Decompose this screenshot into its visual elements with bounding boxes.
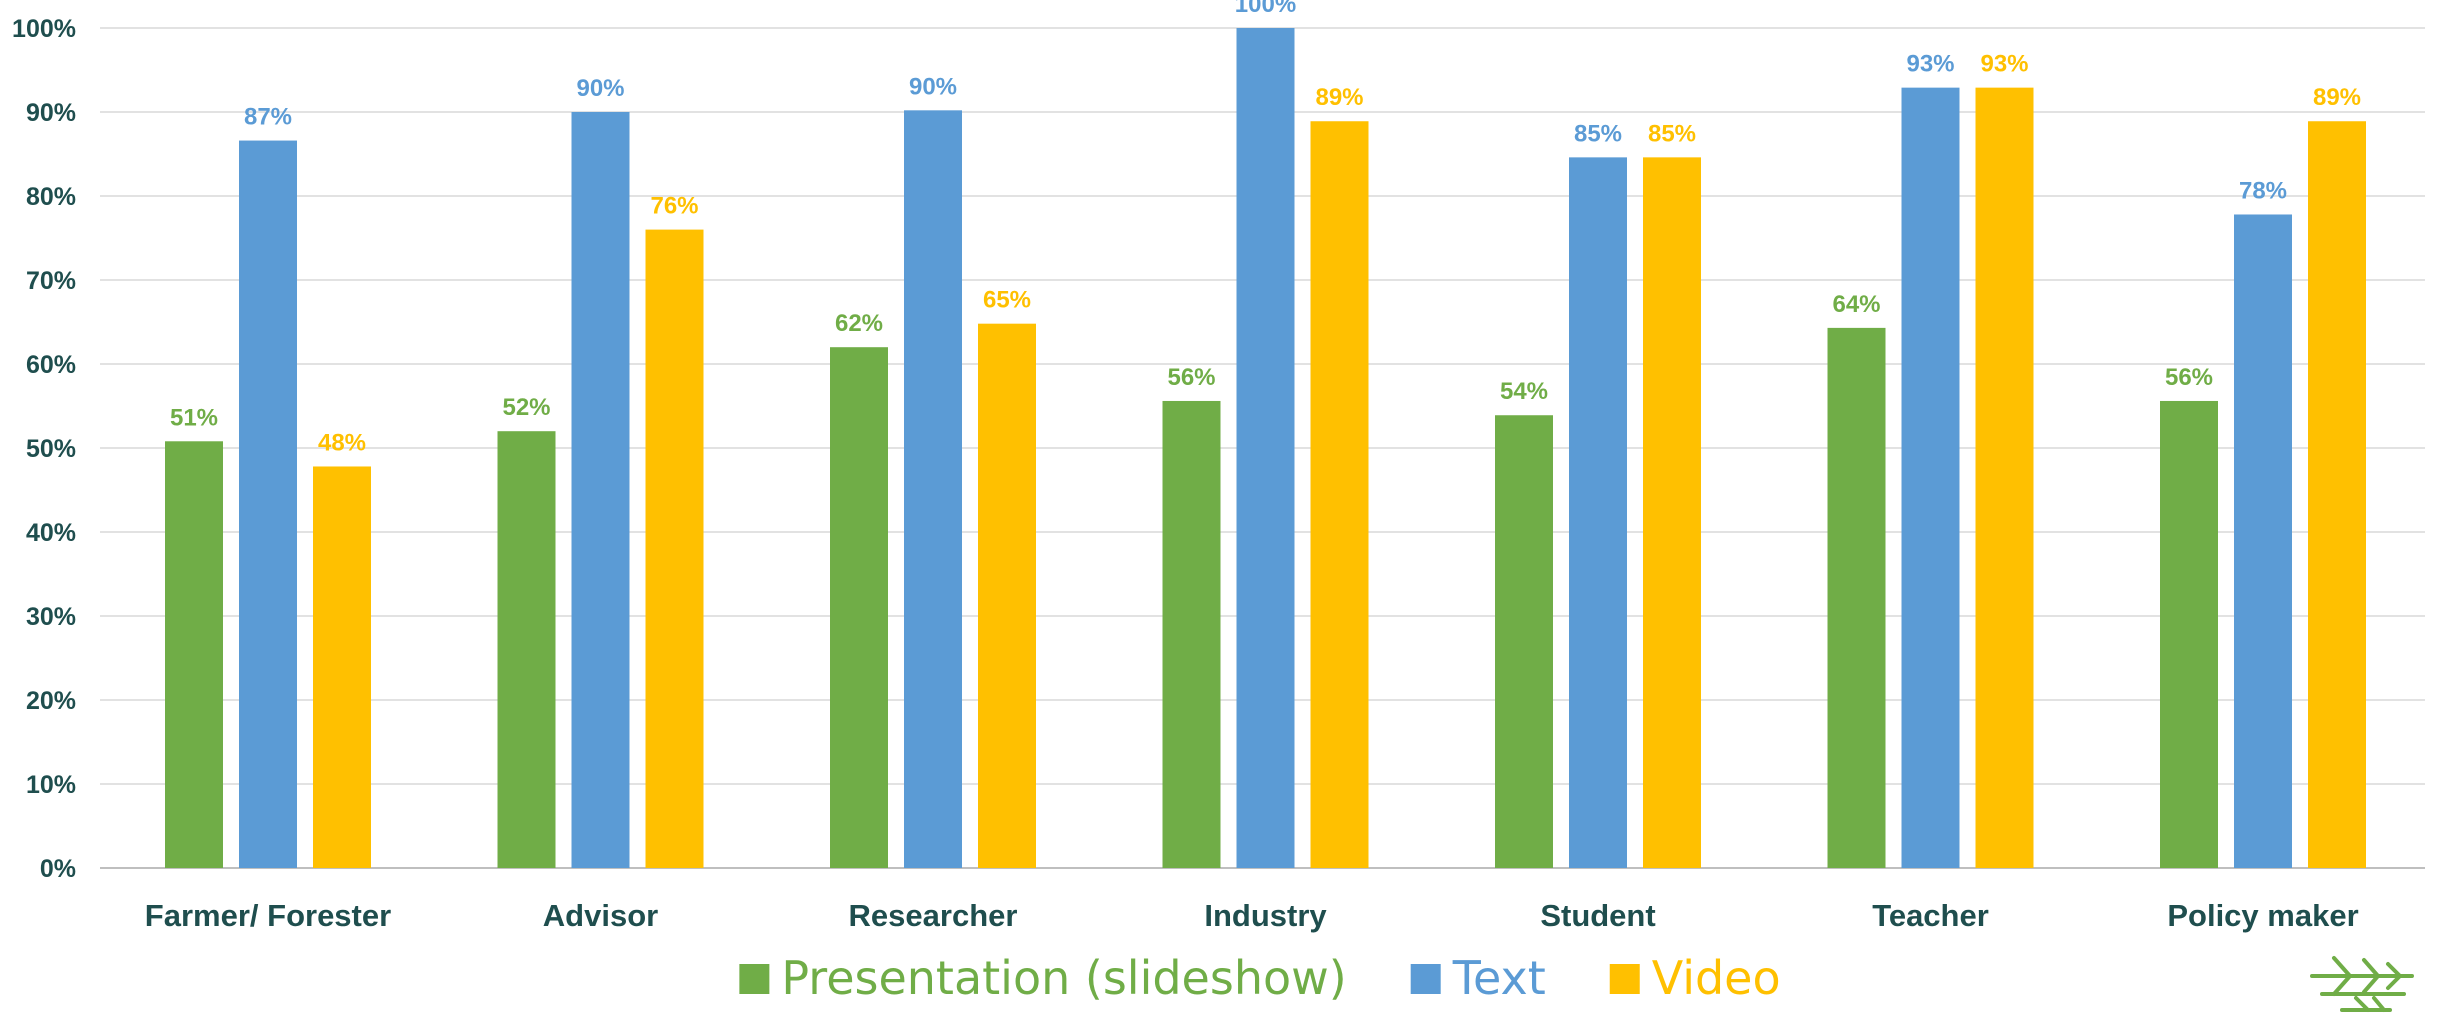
x-tick-label: Advisor [543,898,658,933]
data-label: 76% [650,193,698,220]
bar [1901,87,1960,868]
bar [978,323,1036,868]
legend-label: Text [1452,951,1546,1005]
y-tick-label: 80% [26,183,76,211]
y-tick-label: 60% [26,351,76,379]
data-label: 89% [1315,84,1363,111]
data-label: 85% [1574,120,1622,147]
bar [1236,28,1295,868]
bar [1975,87,2034,868]
x-tick-label: Industry [1204,898,1327,933]
legend-swatch [739,964,770,994]
data-label: 56% [1167,364,1215,391]
bar [904,110,962,868]
legend-item: Text [1410,951,1546,1005]
bar [571,112,630,868]
x-tick-label: Student [1540,898,1655,933]
data-label: 85% [1648,120,1696,147]
data-label: 51% [170,404,218,431]
y-tick-label: 100% [12,15,76,43]
legend-swatch [1410,964,1441,994]
bar [2308,121,2366,869]
bar [2234,214,2292,869]
legend: Presentation (slideshow) Text Video [739,951,1781,1005]
x-axis-tick-labels: Farmer/ Forester Advisor Researcher Industr… [145,898,2359,933]
data-label: 93% [1980,51,2028,78]
data-label: 48% [318,429,366,456]
legend-label: Presentation (slideshow) [781,951,1346,1005]
data-label: 62% [835,310,883,337]
y-tick-label: 40% [26,519,76,547]
y-tick-label: 70% [26,267,76,295]
data-label: 52% [502,394,550,421]
bar [1310,121,1369,869]
x-tick-label: Policy maker [2167,898,2358,933]
legend-item: Presentation (slideshow) [739,951,1347,1005]
data-label: 93% [1906,51,1954,78]
y-tick-label: 10% [26,771,76,799]
bars [165,28,2366,869]
data-label: 54% [1500,378,1548,405]
x-tick-label: Teacher [1872,898,1989,933]
bar [1569,157,1627,869]
x-tick-label: Researcher [849,898,1018,933]
data-label: 90% [576,75,624,102]
data-label: 89% [2313,84,2361,111]
bar [165,441,223,868]
bar [1162,400,1221,868]
y-tick-label: 30% [26,603,76,631]
bar [1495,415,1553,868]
data-label: 87% [244,104,292,131]
legend-label: Video [1652,951,1781,1005]
y-tick-label: 90% [26,99,76,127]
legend-item: Video [1609,951,1781,1005]
y-axis-tick-labels: 0% 10% 20% 30% 40% 50% 60% 70% 80% 90% 100% [12,15,76,883]
y-tick-label: 20% [26,687,76,715]
data-label: 90% [909,73,957,100]
bar [1643,157,1701,869]
bar [1827,327,1886,868]
y-tick-label: 0% [40,855,76,883]
data-label: 78% [2239,177,2287,204]
data-label: 100% [1235,0,1296,18]
bar [497,431,556,868]
data-label: 65% [983,287,1031,314]
data-label: 56% [2165,364,2213,391]
legend-swatch [1609,964,1640,994]
y-tick-label: 50% [26,435,76,463]
tree-logo-icon [2310,956,2414,1012]
data-labels: 51% 87% 48% 52% 90% 76% 62% 90% 65% 56% 100% 89% 54%… [170,0,2361,456]
bar [2160,400,2218,868]
data-label: 64% [1832,291,1880,318]
bar [239,140,297,868]
bar [830,347,888,868]
bar [645,229,704,869]
x-tick-label: Farmer/ Forester [145,898,391,933]
bar [313,466,371,868]
